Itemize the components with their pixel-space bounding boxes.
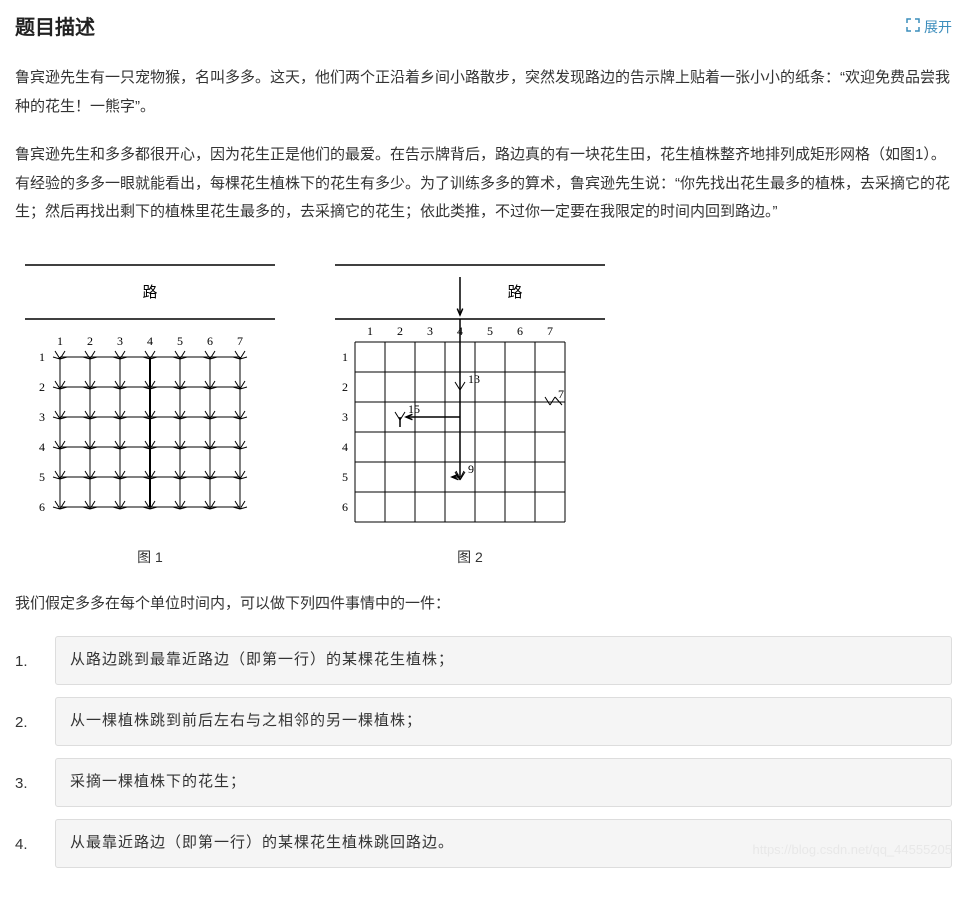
- figures-row: 路1234567123456 图 1 路1234567123456137159 …: [15, 247, 952, 570]
- svg-text:路: 路: [142, 284, 157, 301]
- figure-2-svg: 路1234567123456137159: [325, 247, 615, 537]
- expand-label: 展开: [924, 15, 952, 40]
- svg-text:1: 1: [57, 334, 63, 348]
- svg-text:1: 1: [39, 350, 45, 364]
- svg-text:3: 3: [39, 410, 45, 424]
- svg-text:6: 6: [517, 324, 523, 338]
- svg-text:4: 4: [342, 440, 348, 454]
- svg-text:5: 5: [39, 470, 45, 484]
- list-intro: 我们假定多多在每个单位时间内，可以做下列四件事情中的一件：: [15, 590, 952, 619]
- svg-text:3: 3: [427, 324, 433, 338]
- svg-text:6: 6: [207, 334, 213, 348]
- list-item-box: 从一棵植株跳到前后左右与之相邻的另一棵植株；: [55, 697, 952, 746]
- svg-text:7: 7: [547, 324, 553, 338]
- list-item-box: 采摘一棵植株下的花生；: [55, 758, 952, 807]
- svg-text:7: 7: [558, 387, 564, 401]
- paragraph-1: 鲁宾逊先生有一只宠物猴，名叫多多。这天，他们两个正沿着乡间小路散步，突然发现路边…: [15, 64, 952, 121]
- list-item: 1.从路边跳到最靠近路边（即第一行）的某棵花生植株；: [15, 636, 952, 685]
- svg-text:9: 9: [468, 462, 474, 476]
- svg-text:2: 2: [87, 334, 93, 348]
- svg-text:2: 2: [397, 324, 403, 338]
- list-item: 2.从一棵植株跳到前后左右与之相邻的另一棵植株；: [15, 697, 952, 746]
- svg-text:2: 2: [342, 380, 348, 394]
- figure-1-caption: 图 1: [137, 545, 163, 570]
- svg-text:5: 5: [487, 324, 493, 338]
- svg-text:3: 3: [117, 334, 123, 348]
- figure-2: 路1234567123456137159 图 2: [325, 247, 615, 570]
- svg-text:7: 7: [237, 334, 243, 348]
- svg-text:6: 6: [39, 500, 45, 514]
- svg-text:路: 路: [507, 284, 522, 301]
- numbered-list: 1.从路边跳到最靠近路边（即第一行）的某棵花生植株；2.从一棵植株跳到前后左右与…: [15, 636, 952, 868]
- list-item-number: 2.: [15, 697, 55, 746]
- list-item: 4.从最靠近路边（即第一行）的某棵花生植株跳回路边。: [15, 819, 952, 868]
- svg-text:5: 5: [342, 470, 348, 484]
- list-item-number: 3.: [15, 758, 55, 807]
- svg-text:3: 3: [342, 410, 348, 424]
- list-item-number: 1.: [15, 636, 55, 685]
- svg-text:15: 15: [408, 402, 420, 416]
- svg-text:1: 1: [367, 324, 373, 338]
- svg-text:1: 1: [342, 350, 348, 364]
- expand-button[interactable]: 展开: [906, 15, 952, 40]
- figure-1-svg: 路 1 2 3 4 5 6 7 1 2 3 4 5 6: [15, 247, 285, 537]
- expand-icon: [906, 15, 920, 40]
- figure-2-caption: 图 2: [457, 545, 483, 570]
- list-item: 3.采摘一棵植株下的花生；: [15, 758, 952, 807]
- svg-text:5: 5: [177, 334, 183, 348]
- page-title: 题目描述: [15, 10, 95, 46]
- svg-text:4: 4: [39, 440, 45, 454]
- figure-1: 路 1 2 3 4 5 6 7 1 2 3 4 5 6 图 1: [15, 247, 285, 570]
- svg-text:4: 4: [147, 334, 153, 348]
- svg-text:6: 6: [342, 500, 348, 514]
- list-item-number: 4.: [15, 819, 55, 868]
- list-item-box: 从最靠近路边（即第一行）的某棵花生植株跳回路边。: [55, 819, 952, 868]
- paragraph-2: 鲁宾逊先生和多多都很开心，因为花生正是他们的最爱。在告示牌背后，路边真的有一块花…: [15, 141, 952, 227]
- svg-text:13: 13: [468, 372, 480, 386]
- list-item-box: 从路边跳到最靠近路边（即第一行）的某棵花生植株；: [55, 636, 952, 685]
- svg-text:2: 2: [39, 380, 45, 394]
